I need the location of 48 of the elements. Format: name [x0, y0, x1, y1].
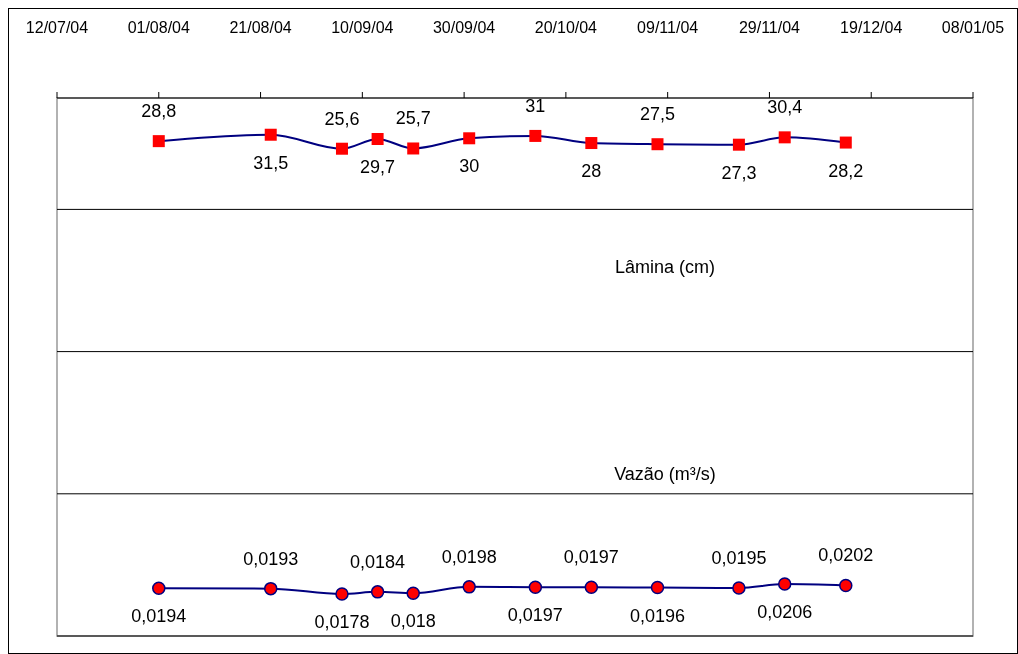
- point: [263, 581, 278, 596]
- data-label: 0,0193: [243, 548, 299, 569]
- point: [777, 577, 792, 591]
- data-label: 0,0196: [629, 605, 686, 626]
- point: [584, 580, 599, 594]
- x-tick-label: 12/07/04: [25, 19, 89, 36]
- point: [406, 586, 420, 601]
- data-label: 30: [459, 156, 480, 177]
- x-tick-label: 21/08/04: [229, 19, 292, 36]
- point: [335, 587, 349, 601]
- point: [839, 578, 853, 593]
- data-label: 0,018: [390, 611, 436, 632]
- point: [650, 580, 665, 595]
- x-tick-label: 20/10/04: [534, 19, 598, 36]
- point: [462, 580, 476, 594]
- data-label: 31,5: [253, 152, 289, 173]
- data-label: 0,0194: [131, 606, 187, 627]
- point: [152, 581, 166, 596]
- data-label: 0,0197: [507, 605, 563, 626]
- data-label: 25,6: [324, 108, 360, 129]
- x-tick-label: 08/01/05: [941, 19, 1005, 36]
- x-tick-label: 10/09/04: [331, 19, 394, 36]
- data-label: 27,5: [639, 104, 676, 125]
- data-label: 0,0178: [314, 612, 370, 632]
- y2-axis-title: Vazão (m³/s): [614, 464, 716, 484]
- x-tick-label: 19/12/04: [840, 19, 903, 36]
- data-label: 0,0198: [441, 546, 497, 567]
- point: [370, 585, 385, 599]
- data-label: 28: [581, 161, 602, 182]
- x-tick-label: 01/08/04: [127, 19, 191, 36]
- data-label: 28,8: [141, 101, 177, 122]
- point: [528, 580, 543, 594]
- data-label: 30,4: [767, 97, 803, 118]
- data-label: 28,2: [828, 160, 864, 181]
- data-label: 29,7: [360, 157, 396, 177]
- data-label: 0,0202: [818, 545, 874, 566]
- data-label: 0,0206: [757, 602, 813, 622]
- y-axis-title: Lâmina (cm): [614, 257, 716, 277]
- data-label: 25,7: [395, 108, 431, 129]
- x-tick-label: 30/09/04: [432, 19, 496, 36]
- point: [732, 581, 746, 595]
- data-label: 0,0195: [711, 547, 767, 568]
- data-label: 31: [525, 95, 546, 116]
- data-label: 27,3: [721, 162, 757, 183]
- data-label: 0,0184: [350, 551, 406, 572]
- x-tick-label: 09/11/04: [637, 19, 699, 36]
- data-label: 0,0197: [563, 547, 619, 568]
- x-tick-label: 29/11/04: [738, 19, 801, 36]
